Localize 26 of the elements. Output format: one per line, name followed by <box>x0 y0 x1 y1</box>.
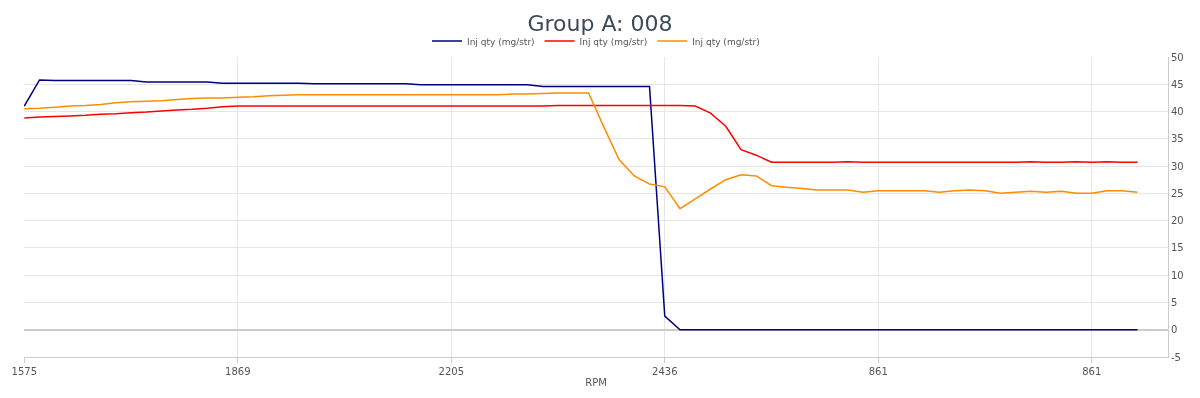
x-tick-label: 2436 <box>652 366 678 377</box>
line-series <box>24 104 1139 164</box>
line-series <box>24 79 1139 331</box>
y-tick-label: 45 <box>1171 78 1184 90</box>
x-tick-label: 861 <box>1082 366 1102 377</box>
legend-label: Inj qty (mg/str) <box>467 36 535 47</box>
y-tick-label: 25 <box>1171 187 1184 199</box>
y-tick-label: 5 <box>1171 296 1178 308</box>
x-tick-label: 861 <box>868 366 888 377</box>
x-tick-label: 1869 <box>225 366 251 377</box>
y-tick-label: 35 <box>1171 133 1184 145</box>
chart-title: Group A: 008 <box>527 11 673 37</box>
y-tick-label: 40 <box>1171 106 1184 118</box>
y-tick-label: 0 <box>1171 324 1178 336</box>
x-tick-label: 2205 <box>438 366 465 377</box>
x-tick-label: 1575 <box>11 366 38 377</box>
y-tick-label: 20 <box>1171 215 1184 227</box>
legend-label: Inj qty (mg/str) <box>579 36 648 47</box>
y-tick-label: 15 <box>1171 242 1184 254</box>
y-tick-label: 30 <box>1171 160 1184 172</box>
x-axis-title: RPM <box>585 376 607 388</box>
y-tick-label: 10 <box>1171 269 1184 281</box>
y-tick-label: 50 <box>1171 51 1184 63</box>
legend-label: Inj qty (mg/str) <box>692 36 760 47</box>
y-tick-label: -5 <box>1171 351 1181 363</box>
line-series <box>24 92 1139 210</box>
